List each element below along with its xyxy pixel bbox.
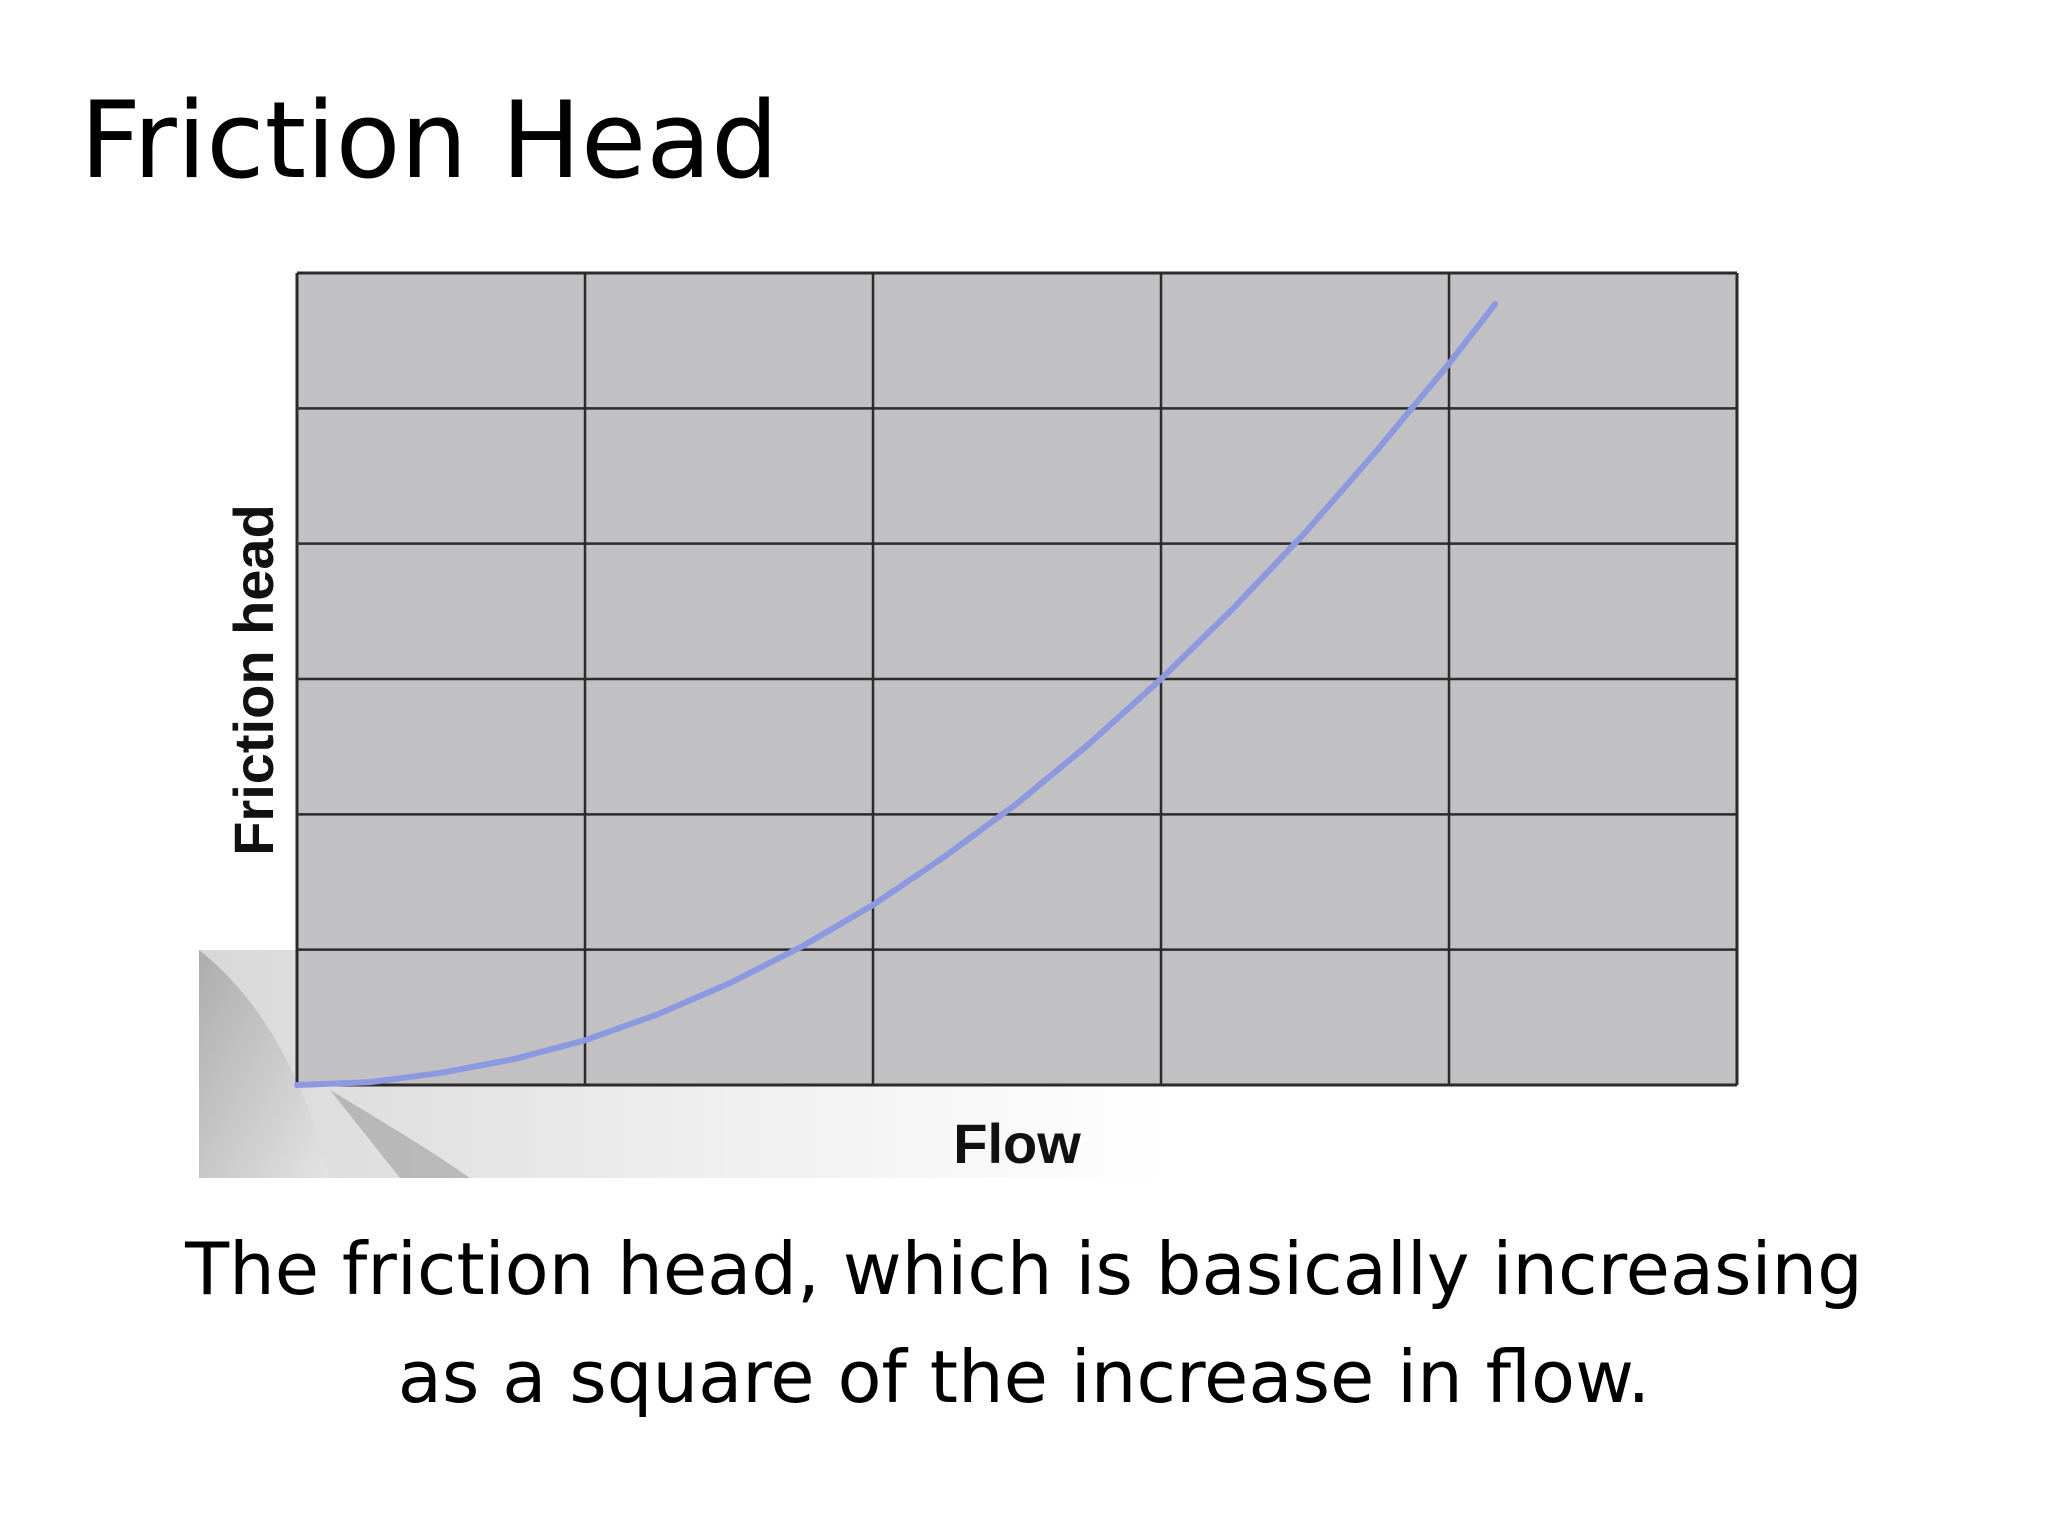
friction-head-curve <box>294 301 1499 1088</box>
chart-background-swoosh <box>199 950 330 1178</box>
slide-title: Friction Head <box>80 79 779 202</box>
caption: The friction head, which is basically in… <box>0 1215 2048 1431</box>
chart-background-shadow <box>330 1090 470 1178</box>
x-axis-label: Flow <box>953 1112 1081 1175</box>
caption-line-2: as a square of the increase in flow. <box>397 1335 1651 1419</box>
grid <box>295 271 1739 1087</box>
y-axis-label: Friction head <box>222 504 285 856</box>
caption-line-1: The friction head, which is basically in… <box>185 1227 1863 1311</box>
